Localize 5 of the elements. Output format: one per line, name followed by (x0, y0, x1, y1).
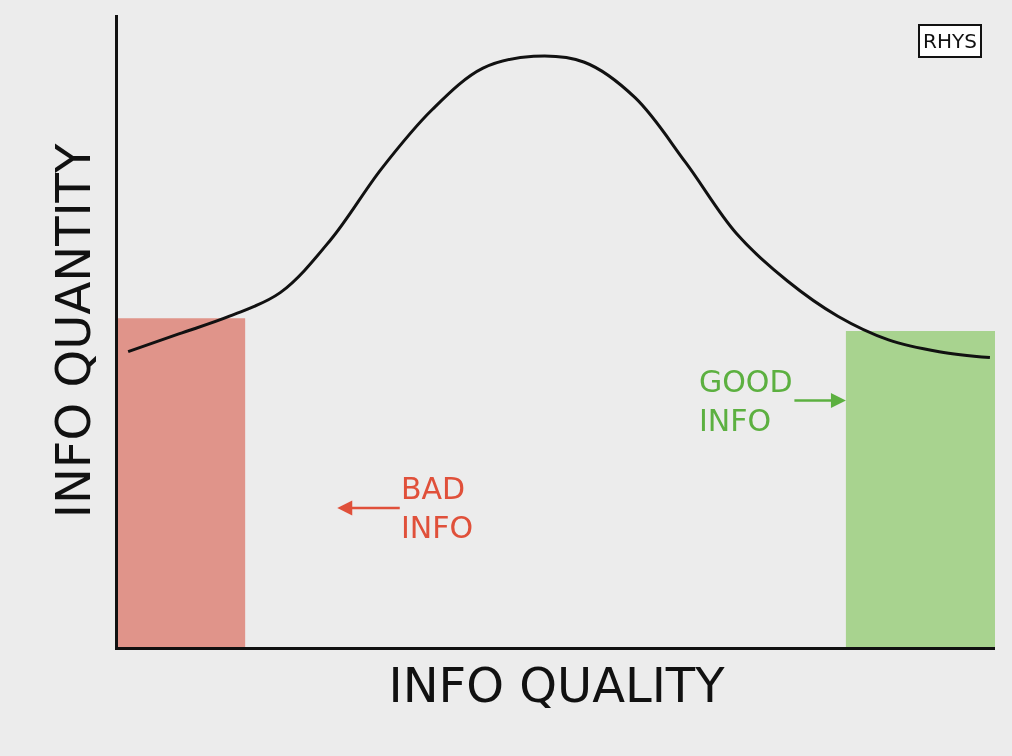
annotation: BAD INFO (401, 471, 474, 545)
annotation: GOOD INFO (699, 364, 793, 438)
x-axis-title: INFO QUALITY (388, 657, 726, 714)
text: RHYS (923, 29, 977, 53)
y-axis-title: INFO QUANTITY (44, 143, 101, 519)
